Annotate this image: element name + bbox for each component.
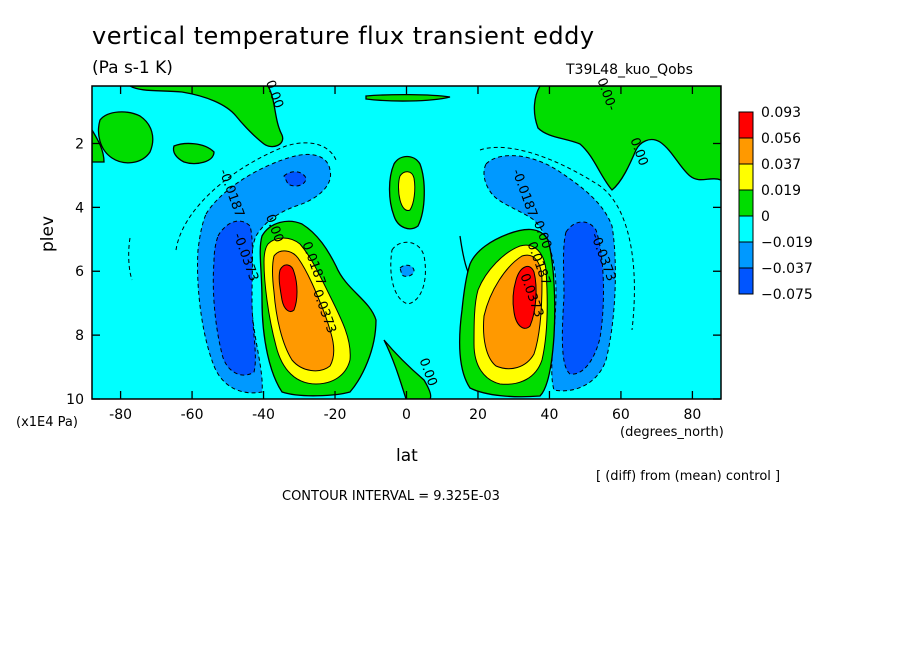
x-tick-label: 20 bbox=[469, 407, 487, 423]
colorbar-swatch bbox=[738, 189, 754, 217]
fill-blue-left bbox=[212, 220, 256, 376]
fill-green-top-left bbox=[128, 86, 284, 148]
fill-yellow-right bbox=[473, 244, 548, 385]
y-tick-label: 2 bbox=[75, 136, 84, 152]
contour-label: 0.00 bbox=[262, 78, 286, 110]
x-axis-unit: (degrees_north) bbox=[620, 425, 724, 440]
x-tick-label: 0 bbox=[402, 407, 411, 423]
fill-orange-right bbox=[483, 254, 543, 370]
fill-green-top-center bbox=[365, 93, 451, 102]
fill-lightblue-left bbox=[197, 154, 332, 394]
y-axis-label: plev bbox=[38, 215, 58, 252]
fill-blue-right bbox=[561, 221, 604, 375]
x-tick-label: 80 bbox=[683, 407, 701, 423]
y-tick-label: 10 bbox=[66, 392, 84, 408]
contour-label: 0.00 bbox=[416, 356, 440, 388]
fill-green-center-bottom bbox=[383, 339, 432, 399]
fill-background bbox=[92, 86, 721, 399]
x-axis-label: lat bbox=[396, 446, 418, 466]
fill-green-top-right bbox=[533, 86, 721, 191]
contour-label: 0.0187 bbox=[524, 240, 554, 288]
chart-title: vertical temperature flux transient eddy bbox=[92, 22, 595, 50]
colorbar-label: 0.056 bbox=[761, 131, 801, 147]
contour-label: 0.0373 bbox=[309, 288, 339, 336]
fill-green-right-lobe bbox=[458, 228, 556, 398]
contour-label: -0.0187 bbox=[509, 167, 540, 219]
contour-center-column bbox=[459, 235, 469, 273]
x-tick-label: -40 bbox=[252, 407, 275, 423]
y-tick-label: 4 bbox=[75, 200, 84, 216]
fill-green-left-lobe bbox=[259, 220, 377, 397]
contour-label: 0.00 bbox=[262, 212, 286, 244]
colorbar-label: −0.037 bbox=[761, 261, 813, 277]
colorbar-swatch bbox=[738, 111, 754, 139]
x-tick-label: -80 bbox=[109, 407, 132, 423]
colorbar-label: 0 bbox=[761, 209, 770, 225]
fill-green-center bbox=[388, 155, 425, 230]
x-tick-label: 60 bbox=[612, 407, 630, 423]
contour-label: 0.00- bbox=[594, 76, 620, 113]
colorbar-swatch bbox=[738, 241, 754, 269]
contour-label: -0.0373 bbox=[587, 231, 618, 283]
colorbar-swatch bbox=[738, 215, 754, 243]
y-tick-label: 8 bbox=[75, 328, 84, 344]
contour-label: 0.0373 bbox=[516, 272, 546, 320]
colorbar-label: −0.019 bbox=[761, 235, 813, 251]
chart-units: (Pa s-1 K) bbox=[92, 58, 173, 78]
colorbar-label: −0.075 bbox=[761, 287, 813, 303]
fill-lightblue-right bbox=[483, 155, 616, 392]
contour-label: 0.00 bbox=[530, 219, 554, 251]
contour-interval: CONTOUR INTERVAL = 9.325E-03 bbox=[282, 489, 500, 504]
contour-label: 0.0187 bbox=[298, 240, 328, 288]
contour-label: -0.0187 bbox=[215, 167, 246, 219]
contour-label: -0.0373 bbox=[230, 231, 261, 283]
colorbar-swatch bbox=[738, 267, 754, 295]
colorbar-label: 0.019 bbox=[761, 183, 801, 199]
fill-red-right bbox=[512, 265, 537, 329]
x-tick-label: -60 bbox=[181, 407, 204, 423]
contour-dashed-left-low bbox=[128, 237, 133, 281]
x-tick-label: -20 bbox=[324, 407, 347, 423]
contour-label: 0.00 bbox=[627, 136, 651, 168]
colorbar: 0.093 0.056 0.037 0.019 0 −0.019 −0.037 −0.075 bbox=[738, 105, 813, 303]
fill-blue-left-small bbox=[283, 171, 307, 187]
contour-dashed-center-loop bbox=[390, 241, 426, 305]
x-tick-layer: -80 -60 -40 -20 0 20 40 60 80 bbox=[109, 86, 701, 423]
colorbar-label: 0.037 bbox=[761, 157, 801, 173]
fill-green-left-blob bbox=[97, 111, 154, 164]
fill-yellow-left bbox=[263, 237, 351, 385]
contour-fill-layer bbox=[92, 86, 721, 399]
contour-label-layer: 0.00 0.00-0.00-0.0187 -0.0187-0.0373 -0.037… bbox=[215, 76, 650, 388]
contour-dashed-left-outer bbox=[175, 142, 337, 251]
colorbar-swatch bbox=[738, 163, 754, 191]
diff-note: [ (diff) from (mean) control ] bbox=[596, 469, 781, 484]
y-tick-label: 6 bbox=[75, 264, 84, 280]
plot-frame bbox=[91, 85, 722, 400]
y-axis-unit: (x1E4 Pa) bbox=[16, 415, 78, 430]
fill-green-mid-left-patch bbox=[172, 142, 215, 165]
colorbar-label: 0.093 bbox=[761, 105, 801, 121]
y-tick-layer: 2 4 6 8 10 bbox=[66, 136, 721, 408]
contour-dashed-right-outer bbox=[479, 146, 635, 331]
fill-orange-left bbox=[272, 250, 335, 372]
run-name: T39L48_kuo_Qobs bbox=[566, 62, 693, 78]
fill-yellow-center bbox=[398, 171, 416, 211]
fill-green-left-strip bbox=[92, 128, 105, 163]
colorbar-swatch bbox=[738, 137, 754, 165]
x-tick-label: 40 bbox=[541, 407, 559, 423]
fill-red-left bbox=[278, 264, 298, 313]
fill-lightblue-center bbox=[399, 264, 415, 277]
